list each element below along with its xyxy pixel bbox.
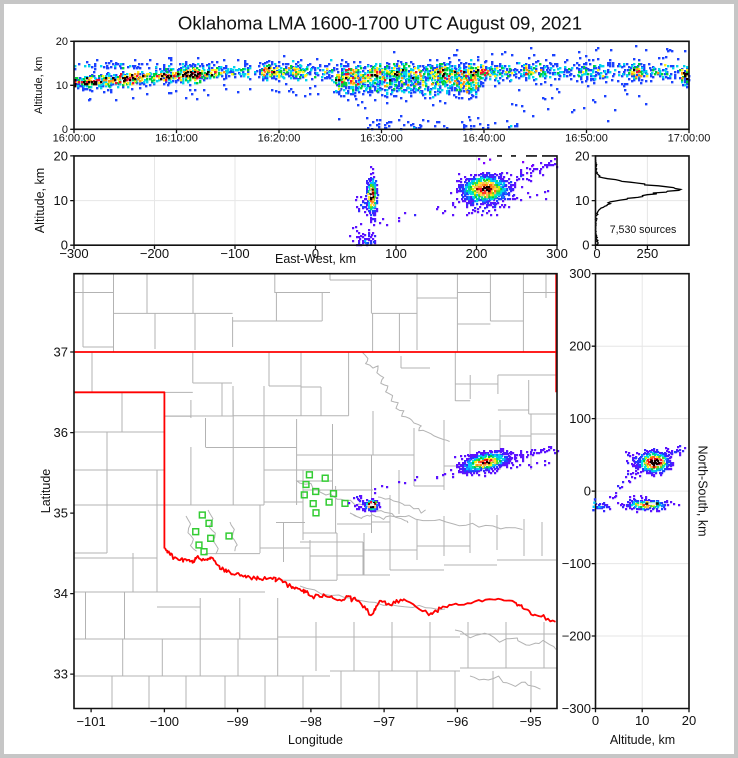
svg-text:200: 200	[466, 246, 488, 261]
svg-text:−300: −300	[562, 701, 591, 716]
svg-text:10: 10	[575, 193, 589, 208]
svg-text:−98: −98	[300, 714, 322, 729]
svg-text:35: 35	[54, 506, 68, 521]
svg-text:0: 0	[61, 238, 68, 253]
svg-text:−97: −97	[373, 714, 395, 729]
svg-text:16:00:00: 16:00:00	[53, 133, 96, 145]
svg-text:−200: −200	[140, 246, 169, 261]
svg-text:20: 20	[56, 36, 68, 48]
svg-text:East-West, km: East-West, km	[275, 252, 356, 266]
svg-text:20: 20	[682, 713, 696, 728]
svg-text:Longitude: Longitude	[288, 733, 343, 747]
svg-text:36: 36	[54, 425, 68, 440]
svg-text:20: 20	[575, 148, 589, 163]
svg-text:300: 300	[546, 246, 568, 261]
svg-text:34: 34	[54, 586, 68, 601]
svg-text:300: 300	[569, 266, 591, 281]
svg-text:−99: −99	[227, 714, 249, 729]
svg-text:16:20:00: 16:20:00	[258, 133, 301, 145]
svg-text:−100: −100	[220, 246, 249, 261]
svg-text:16:40:00: 16:40:00	[463, 133, 506, 145]
svg-text:20: 20	[54, 148, 68, 163]
svg-text:Altitude, km: Altitude, km	[33, 168, 47, 233]
svg-text:Altitude, km: Altitude, km	[33, 57, 45, 114]
svg-text:−100: −100	[150, 714, 179, 729]
svg-text:Oklahoma LMA 1600-1700 UTC Aug: Oklahoma LMA 1600-1700 UTC August 09, 20…	[178, 13, 582, 34]
svg-text:−300: −300	[59, 246, 88, 261]
svg-text:−96: −96	[446, 714, 468, 729]
svg-text:Altitude, km: Altitude, km	[610, 733, 675, 747]
svg-text:−100: −100	[562, 556, 591, 571]
svg-text:100: 100	[385, 246, 407, 261]
svg-text:0: 0	[312, 246, 319, 261]
svg-text:10: 10	[54, 193, 68, 208]
svg-text:0: 0	[584, 484, 591, 499]
svg-text:16:10:00: 16:10:00	[155, 133, 198, 145]
svg-text:17:00:00: 17:00:00	[668, 133, 711, 145]
svg-text:100: 100	[569, 411, 591, 426]
svg-text:0: 0	[593, 246, 600, 261]
svg-text:16:50:00: 16:50:00	[565, 133, 608, 145]
svg-text:0: 0	[592, 713, 599, 728]
svg-text:0: 0	[62, 124, 68, 136]
svg-text:37: 37	[54, 345, 68, 360]
svg-text:Latitude: Latitude	[39, 469, 53, 514]
svg-text:250: 250	[637, 246, 659, 261]
svg-text:200: 200	[569, 339, 591, 354]
svg-text:−95: −95	[520, 714, 542, 729]
svg-text:7,530 sources: 7,530 sources	[610, 224, 677, 236]
svg-text:−200: −200	[562, 629, 591, 644]
svg-text:10: 10	[635, 713, 649, 728]
svg-text:33: 33	[54, 667, 68, 682]
svg-text:−101: −101	[76, 714, 105, 729]
svg-text:16:30:00: 16:30:00	[360, 133, 403, 145]
svg-text:North-South, km: North-South, km	[696, 445, 710, 536]
svg-text:0: 0	[582, 238, 589, 253]
svg-text:10: 10	[56, 80, 68, 92]
